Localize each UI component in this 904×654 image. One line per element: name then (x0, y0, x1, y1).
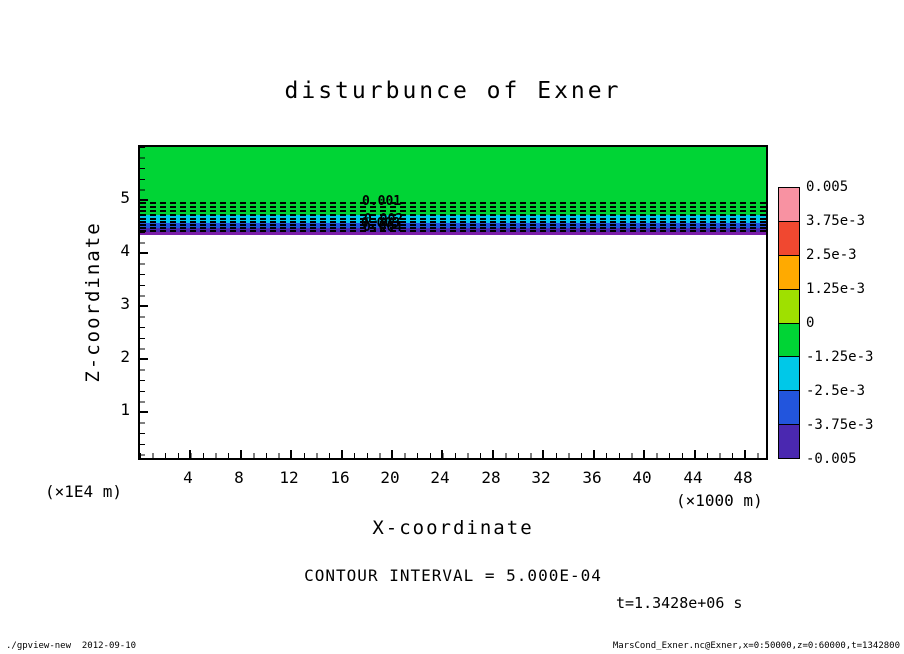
y-axis-label: Z-coordinate (82, 221, 104, 383)
contour-interval-text: CONTOUR INTERVAL = 5.000E-04 (304, 566, 602, 585)
colorbar (778, 187, 800, 459)
y-minor-ticks (140, 147, 145, 458)
x-tick-label: 44 (683, 468, 703, 487)
y-tick-mark (140, 252, 148, 254)
dashed-contour-line (140, 221, 766, 223)
y-tick-label: 3 (120, 294, 130, 313)
footer-command-text: ./gpview-new 2012-09-10 (6, 641, 137, 651)
y-tick-label: 5 (120, 188, 130, 207)
x-tick-label: 40 (632, 468, 652, 487)
y-tick-mark (140, 199, 148, 201)
x-tick-label: 36 (582, 468, 602, 487)
footer-file-text: MarsCond_Exner.nc@Exner,x=0:50000,z=0:60… (612, 641, 900, 651)
x-tick-mark (290, 450, 292, 458)
colorbar-label: -1.25e-3 (806, 349, 874, 365)
dashed-contour-line (140, 214, 766, 216)
plot-area: 0.001 0.002 0.003 0.004 (138, 145, 768, 460)
y-tick-label: 4 (120, 241, 130, 260)
contour-label: 0.001 (362, 194, 402, 209)
x-tick-label: 16 (330, 468, 350, 487)
colorbar-segment (779, 188, 799, 221)
colorbar-label: -0.005 (806, 451, 857, 467)
contour-label: 0.002 (364, 212, 404, 227)
x-tick-label: 28 (481, 468, 501, 487)
x-tick-label: 8 (234, 468, 244, 487)
colorbar-segment (779, 424, 799, 458)
time-annotation: t=1.3428e+06 s (616, 594, 743, 612)
x-tick-mark (744, 450, 746, 458)
dashed-contour-line (140, 224, 766, 226)
y-axis-unit: (×1E4 m) (45, 482, 123, 501)
field-band-near-zero (140, 147, 766, 215)
y-tick-mark (140, 305, 148, 307)
x-axis-unit: (×1000 m) (676, 491, 763, 510)
dashed-contour-line (140, 206, 766, 208)
colorbar-label: 0.005 (806, 179, 849, 195)
colorbar-label: 0 (806, 315, 815, 331)
x-axis-label: X-coordinate (372, 517, 534, 539)
dashed-contour-line (140, 230, 766, 232)
y-tick-label: 2 (120, 347, 130, 366)
x-tick-mark (240, 450, 242, 458)
x-tick-label: 48 (733, 468, 753, 487)
x-minor-ticks (140, 453, 766, 458)
y-tick-mark (140, 411, 148, 413)
dashed-contour-line (140, 210, 766, 212)
x-tick-mark (643, 450, 645, 458)
field-band-violet (140, 232, 766, 235)
colorbar-segment (779, 220, 799, 255)
colorbar-label: 3.75e-3 (806, 213, 866, 229)
x-tick-mark (441, 450, 443, 458)
x-tick-label: 32 (531, 468, 551, 487)
colorbar-segment (779, 390, 799, 425)
colorbar-label: -2.5e-3 (806, 383, 866, 399)
contour-label: 0.004 (363, 220, 403, 235)
x-tick-label: 4 (183, 468, 193, 487)
colorbar-segment (779, 288, 799, 323)
chart-title: disturbunce of Exner (284, 78, 622, 104)
colorbar-label: 2.5e-3 (806, 247, 857, 263)
contour-label: 0.003 (361, 216, 401, 231)
x-tick-label: 24 (430, 468, 450, 487)
x-tick-mark (189, 450, 191, 458)
x-tick-mark (341, 450, 343, 458)
x-tick-mark (694, 450, 696, 458)
dashed-contour-line (140, 227, 766, 229)
colorbar-segment (779, 322, 799, 357)
dashed-contour-line (140, 202, 766, 204)
dashed-contour-line (140, 218, 766, 220)
x-tick-label: 20 (380, 468, 400, 487)
colorbar-label: -3.75e-3 (806, 417, 874, 433)
colorbar-segment (779, 356, 799, 391)
x-tick-label: 12 (279, 468, 299, 487)
x-tick-mark (492, 450, 494, 458)
x-tick-mark (542, 450, 544, 458)
colorbar-segment (779, 254, 799, 289)
x-tick-mark (391, 450, 393, 458)
y-tick-label: 1 (120, 400, 130, 419)
colorbar-label: 1.25e-3 (806, 281, 866, 297)
x-tick-mark (593, 450, 595, 458)
y-tick-mark (140, 358, 148, 360)
